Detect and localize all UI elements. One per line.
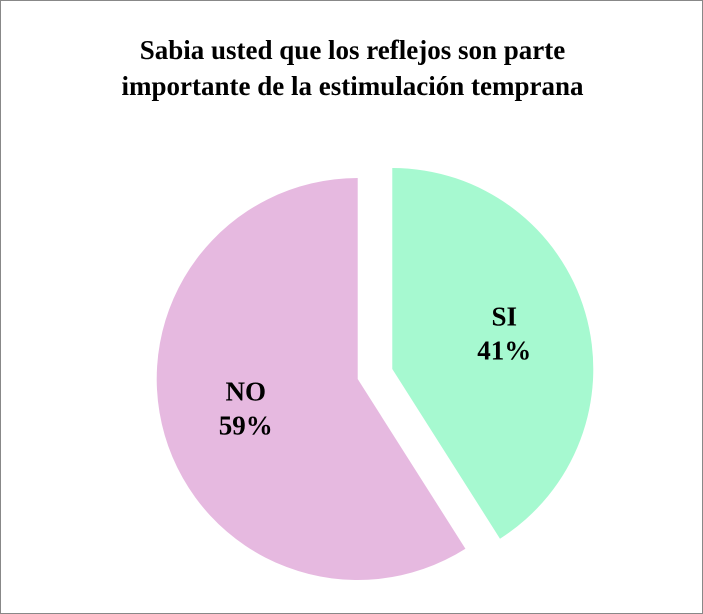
slice-category-label: SI — [491, 302, 517, 332]
pie-slice — [392, 167, 594, 539]
pie-slice — [156, 178, 466, 581]
slice-value-label: 41% — [477, 336, 531, 366]
slice-value-label: 59% — [219, 411, 273, 441]
slice-category-label: NO — [226, 377, 267, 407]
chart-title: Sabia usted que los reflejos son parte i… — [121, 35, 584, 101]
